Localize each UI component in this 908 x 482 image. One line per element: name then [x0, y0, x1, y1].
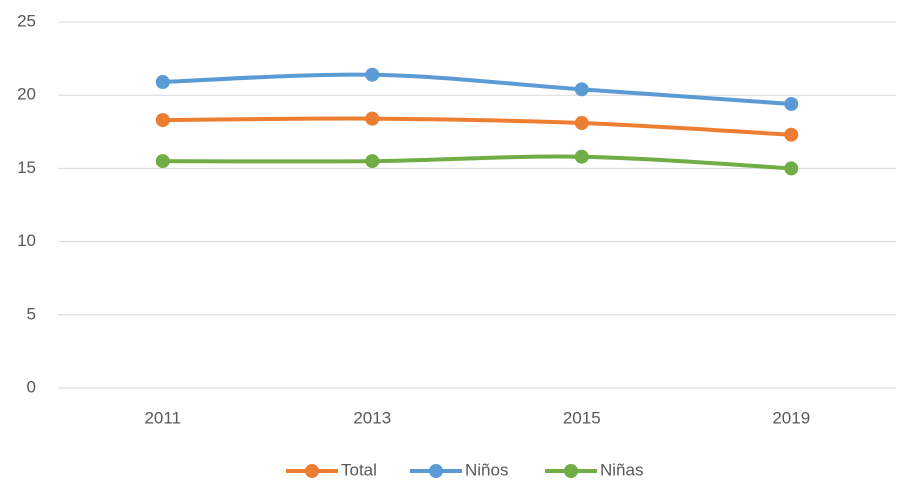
legend-label: Total — [341, 460, 377, 479]
data-point — [784, 161, 799, 176]
data-point — [574, 116, 589, 131]
data-point — [574, 82, 589, 97]
x-tick-label: 2013 — [353, 408, 391, 427]
data-point — [155, 154, 170, 169]
legend-label: Niños — [465, 460, 508, 479]
y-tick-label: 25 — [17, 11, 36, 30]
x-tick-label: 2015 — [563, 408, 601, 427]
series-line — [160, 154, 794, 171]
legend-marker — [429, 464, 443, 478]
series-line — [160, 72, 794, 106]
legend-marker — [564, 464, 578, 478]
legend-label: Niñas — [600, 460, 643, 479]
data-point — [365, 154, 380, 169]
x-tick-label: 2019 — [772, 408, 810, 427]
data-point — [784, 96, 799, 111]
y-tick-label: 20 — [17, 85, 36, 104]
series-line — [160, 116, 794, 137]
x-tick-label: 2011 — [144, 408, 181, 427]
data-point — [155, 75, 170, 90]
data-point — [784, 127, 799, 142]
legend-marker — [305, 464, 319, 478]
y-tick-label: 15 — [17, 158, 36, 177]
data-point — [574, 149, 589, 164]
y-tick-label: 0 — [27, 377, 36, 396]
data-point — [365, 67, 380, 82]
y-tick-label: 5 — [27, 304, 36, 323]
y-tick-label: 10 — [17, 231, 36, 250]
data-point — [155, 113, 170, 128]
data-point — [365, 111, 380, 126]
